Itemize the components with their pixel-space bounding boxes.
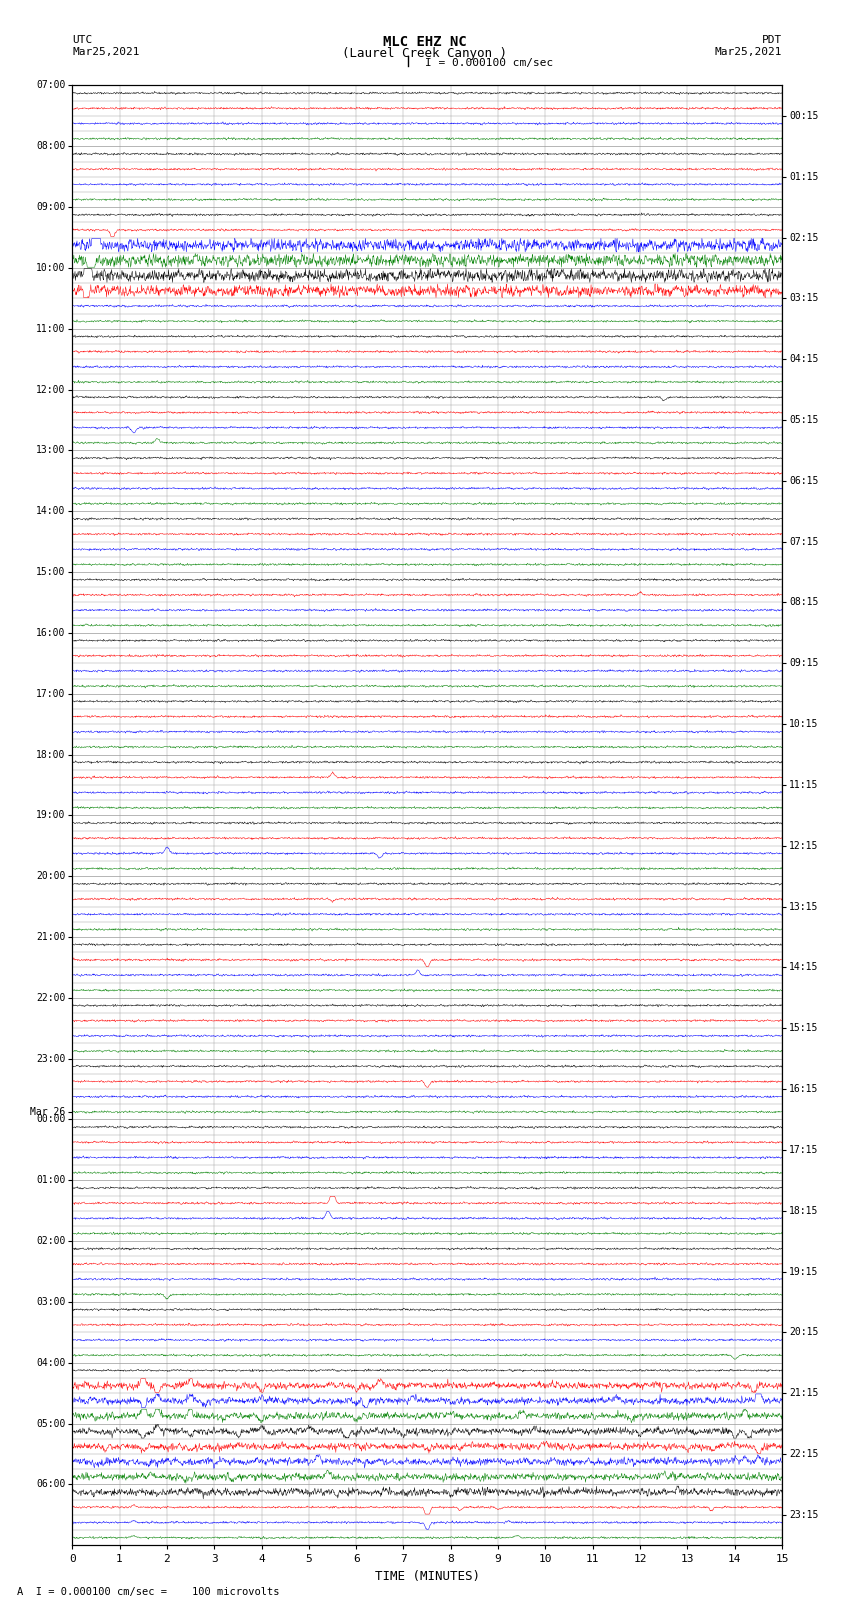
Text: A  I = 0.000100 cm/sec =    100 microvolts: A I = 0.000100 cm/sec = 100 microvolts [17, 1587, 280, 1597]
Text: I = 0.000100 cm/sec: I = 0.000100 cm/sec [425, 58, 553, 68]
Text: PDT: PDT [762, 35, 782, 45]
Text: Mar25,2021: Mar25,2021 [72, 47, 139, 56]
Text: MLC EHZ NC: MLC EHZ NC [383, 35, 467, 50]
Text: Mar25,2021: Mar25,2021 [715, 47, 782, 56]
Text: UTC: UTC [72, 35, 93, 45]
Text: (Laurel Creek Canyon ): (Laurel Creek Canyon ) [343, 47, 507, 60]
X-axis label: TIME (MINUTES): TIME (MINUTES) [375, 1569, 479, 1582]
